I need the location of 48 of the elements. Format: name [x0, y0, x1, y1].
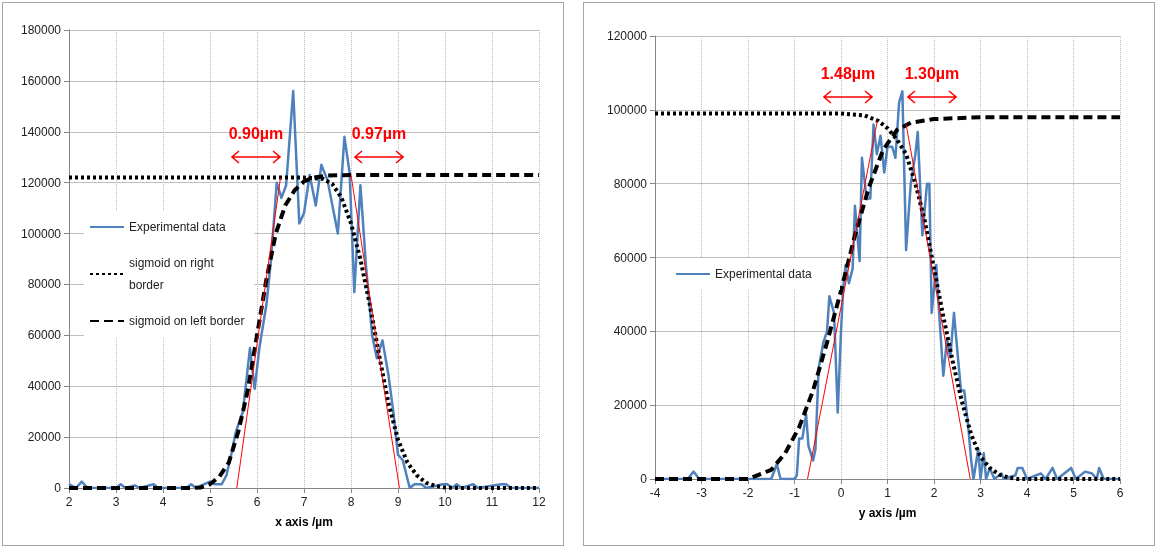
legend-label: sigmoid on right border [129, 256, 218, 292]
y-tick-label: 0 [640, 472, 648, 486]
x-tick-label: 8 [347, 495, 355, 509]
x-tick-label: 11 [485, 495, 499, 509]
y-tick-label: 100000 [606, 102, 648, 117]
annotation: 1.30µm [904, 64, 960, 82]
x-tick-label: 5 [1070, 486, 1078, 500]
y-tick-label: 160000 [20, 73, 62, 88]
y-tick-label: 40000 [613, 324, 648, 339]
x-tick-label: 0 [837, 486, 845, 500]
annotation: 1.48µm [820, 64, 876, 82]
y-tick-label: 40000 [27, 379, 62, 394]
y-tick-label: 120000 [606, 29, 648, 43]
x-tick-label: 2 [930, 486, 938, 500]
y-tick-label: 120000 [20, 175, 62, 190]
x-tick-label: 2 [65, 495, 73, 509]
legend-label: Experimental data [129, 220, 227, 234]
x-tick-label: 4 [1023, 486, 1031, 500]
x-tick-label: 9 [394, 495, 402, 509]
y-tick-label: 180000 [20, 23, 62, 37]
x-tick-label: 10 [438, 495, 452, 509]
x-tick-label: 3 [977, 486, 985, 500]
y-tick-label: 60000 [613, 250, 648, 265]
x-tick-label: -2 [742, 486, 754, 500]
x-tick-label: 1 [884, 486, 892, 500]
x-tick-label: -4 [649, 486, 661, 500]
x-tick-label: 6 [1116, 486, 1124, 500]
x-tick-label: -3 [696, 486, 708, 500]
y-tick-label: 60000 [27, 328, 62, 343]
x-tick-label: 5 [206, 495, 214, 509]
legend-label: Experimental data [715, 267, 813, 281]
y-tick-label: 20000 [613, 398, 648, 413]
x-axis-title: y axis /µm [858, 506, 917, 520]
y-tick-label: 140000 [20, 124, 62, 139]
y-tick-label: 80000 [27, 277, 62, 292]
x-tick-label: 6 [253, 495, 261, 509]
y-tick-label: 20000 [27, 430, 62, 445]
y-tick-label: 80000 [613, 176, 648, 191]
annotation: 0.90µm [228, 124, 284, 142]
x-tick-label: 4 [159, 495, 167, 509]
x-tick-label: -1 [789, 486, 801, 500]
x-axis-title: x axis /µm [275, 515, 333, 529]
x-tick-label: 3 [112, 495, 120, 509]
legend-label: sigmoid on left border [129, 314, 245, 328]
y-tick-label: 100000 [20, 226, 62, 241]
annotation: 0.97µm [351, 124, 407, 142]
x-tick-label: 12 [532, 495, 546, 509]
x-tick-label: 7 [300, 495, 308, 509]
